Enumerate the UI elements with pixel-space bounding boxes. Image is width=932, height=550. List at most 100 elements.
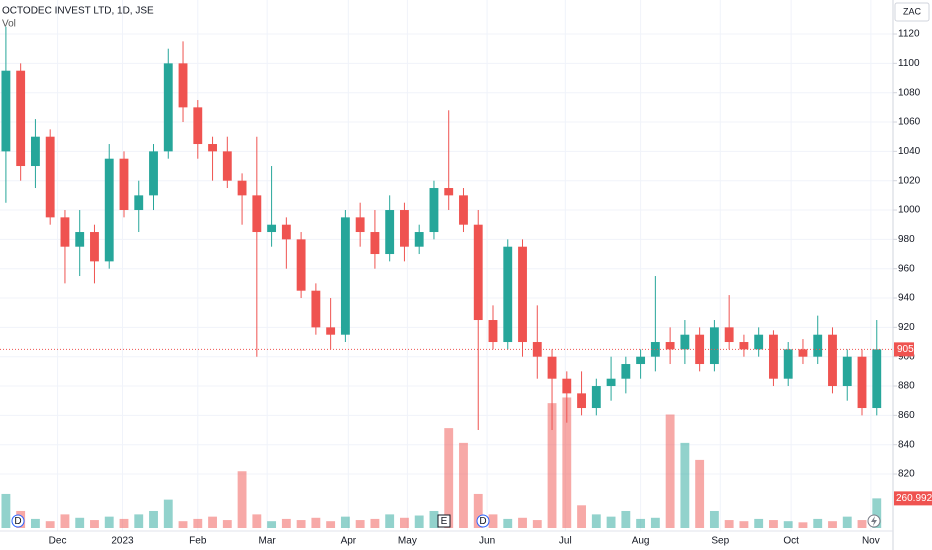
candle-body bbox=[340, 217, 350, 335]
candle-body bbox=[119, 158, 129, 211]
candle-body bbox=[562, 378, 572, 394]
candle-body bbox=[813, 334, 823, 357]
volume-bar bbox=[769, 520, 778, 528]
lightning-glyph bbox=[871, 516, 877, 526]
volume-bar bbox=[311, 517, 321, 528]
event-marker-label[interactable]: E bbox=[441, 516, 448, 527]
candle-body bbox=[473, 224, 483, 321]
candle-body bbox=[163, 63, 173, 152]
volume-bar bbox=[30, 518, 40, 528]
candle-body bbox=[237, 180, 247, 196]
candle-body bbox=[75, 232, 85, 247]
y-tick-label: 1040 bbox=[898, 146, 921, 157]
candle-body bbox=[680, 334, 690, 350]
y-tick-label: 980 bbox=[898, 234, 915, 245]
x-tick-label: Apr bbox=[341, 536, 357, 547]
event-marker-label[interactable]: D bbox=[14, 516, 21, 527]
volume-bar bbox=[134, 514, 144, 528]
y-tick-label: 880 bbox=[898, 381, 915, 392]
y-tick-label: 1080 bbox=[898, 87, 921, 98]
candle-body bbox=[414, 232, 424, 247]
candle-body bbox=[459, 195, 468, 225]
volume-bar bbox=[429, 510, 439, 528]
candle-body bbox=[872, 349, 882, 409]
volume-bar bbox=[562, 397, 572, 528]
candle-body bbox=[311, 290, 321, 328]
x-tick-label: Feb bbox=[189, 536, 207, 547]
x-tick-label: Nov bbox=[862, 536, 880, 547]
volume-pane bbox=[1, 397, 882, 528]
y-tick-label: 840 bbox=[898, 439, 915, 450]
candle-body bbox=[577, 393, 586, 409]
candle-body bbox=[400, 210, 409, 247]
grid bbox=[0, 0, 893, 531]
volume-bar bbox=[813, 518, 823, 528]
volume-bar bbox=[798, 522, 808, 528]
volume-bar bbox=[1, 493, 11, 528]
volume-bar bbox=[665, 414, 675, 528]
volume-bar bbox=[222, 520, 232, 528]
candle-body bbox=[178, 63, 188, 108]
candle-body bbox=[370, 232, 380, 255]
y-tick-label: 1020 bbox=[898, 175, 921, 186]
x-tick-label: Oct bbox=[783, 536, 799, 547]
currency[interactable]: ZAC bbox=[903, 6, 922, 16]
candle-body bbox=[429, 188, 439, 233]
volume-bar bbox=[104, 516, 114, 528]
volume-bar bbox=[119, 518, 129, 528]
candle-body bbox=[444, 188, 454, 196]
volume-bar bbox=[636, 518, 646, 528]
candle-body bbox=[769, 334, 778, 379]
volume-bar bbox=[680, 442, 690, 528]
candle-body bbox=[709, 327, 719, 365]
volume-bar bbox=[90, 520, 99, 528]
candle-body bbox=[724, 327, 734, 343]
y-tick-label: 1000 bbox=[898, 205, 921, 216]
last-price-box bbox=[894, 342, 914, 357]
candles bbox=[1, 26, 882, 431]
volume-title: Vol bbox=[2, 19, 16, 30]
candle-body bbox=[665, 342, 675, 350]
candle-body bbox=[650, 342, 660, 357]
volume-bar bbox=[193, 518, 203, 528]
volume-bar bbox=[178, 521, 188, 528]
x-tick-label: May bbox=[398, 536, 417, 547]
event-marker[interactable] bbox=[476, 514, 490, 528]
candle-body bbox=[296, 239, 306, 291]
currency-box[interactable] bbox=[894, 2, 930, 22]
volume-bar bbox=[591, 514, 601, 528]
volume-bar bbox=[650, 517, 660, 528]
x-tick-label: Sep bbox=[711, 536, 729, 547]
last-price-label: 905 bbox=[897, 344, 914, 355]
volume-bar bbox=[60, 514, 70, 528]
last-volume-box bbox=[894, 491, 932, 506]
volume-bar bbox=[695, 459, 705, 528]
candle-body bbox=[208, 144, 217, 152]
last-volume-label: 260.992K bbox=[896, 493, 932, 504]
candle-body bbox=[267, 224, 277, 233]
volume-bar bbox=[518, 517, 527, 528]
candle-body bbox=[16, 70, 26, 167]
candle-body bbox=[45, 136, 55, 218]
volume-bar bbox=[400, 517, 409, 528]
volume-bar bbox=[267, 521, 277, 528]
volume-bar bbox=[296, 520, 306, 528]
volume-bar bbox=[754, 518, 764, 528]
volume-bar bbox=[532, 520, 542, 528]
event-marker-label[interactable]: D bbox=[479, 516, 486, 527]
volume-bar bbox=[724, 520, 734, 528]
y-tick-label: 820 bbox=[898, 469, 915, 480]
x-tick-label: Mar bbox=[259, 536, 277, 547]
candle-body bbox=[636, 356, 646, 365]
volume-bar bbox=[149, 510, 158, 528]
candle-body bbox=[503, 246, 513, 343]
volume-bar bbox=[414, 515, 424, 528]
y-tick-label: 1060 bbox=[898, 117, 921, 128]
x-tick-label: Dec bbox=[49, 536, 67, 547]
candle-body bbox=[739, 342, 749, 350]
volume-bar bbox=[857, 520, 867, 528]
event-marker[interactable] bbox=[11, 514, 25, 528]
candle-body bbox=[326, 327, 336, 335]
event-marker[interactable] bbox=[437, 514, 451, 528]
y-tick-label: 920 bbox=[898, 322, 915, 333]
